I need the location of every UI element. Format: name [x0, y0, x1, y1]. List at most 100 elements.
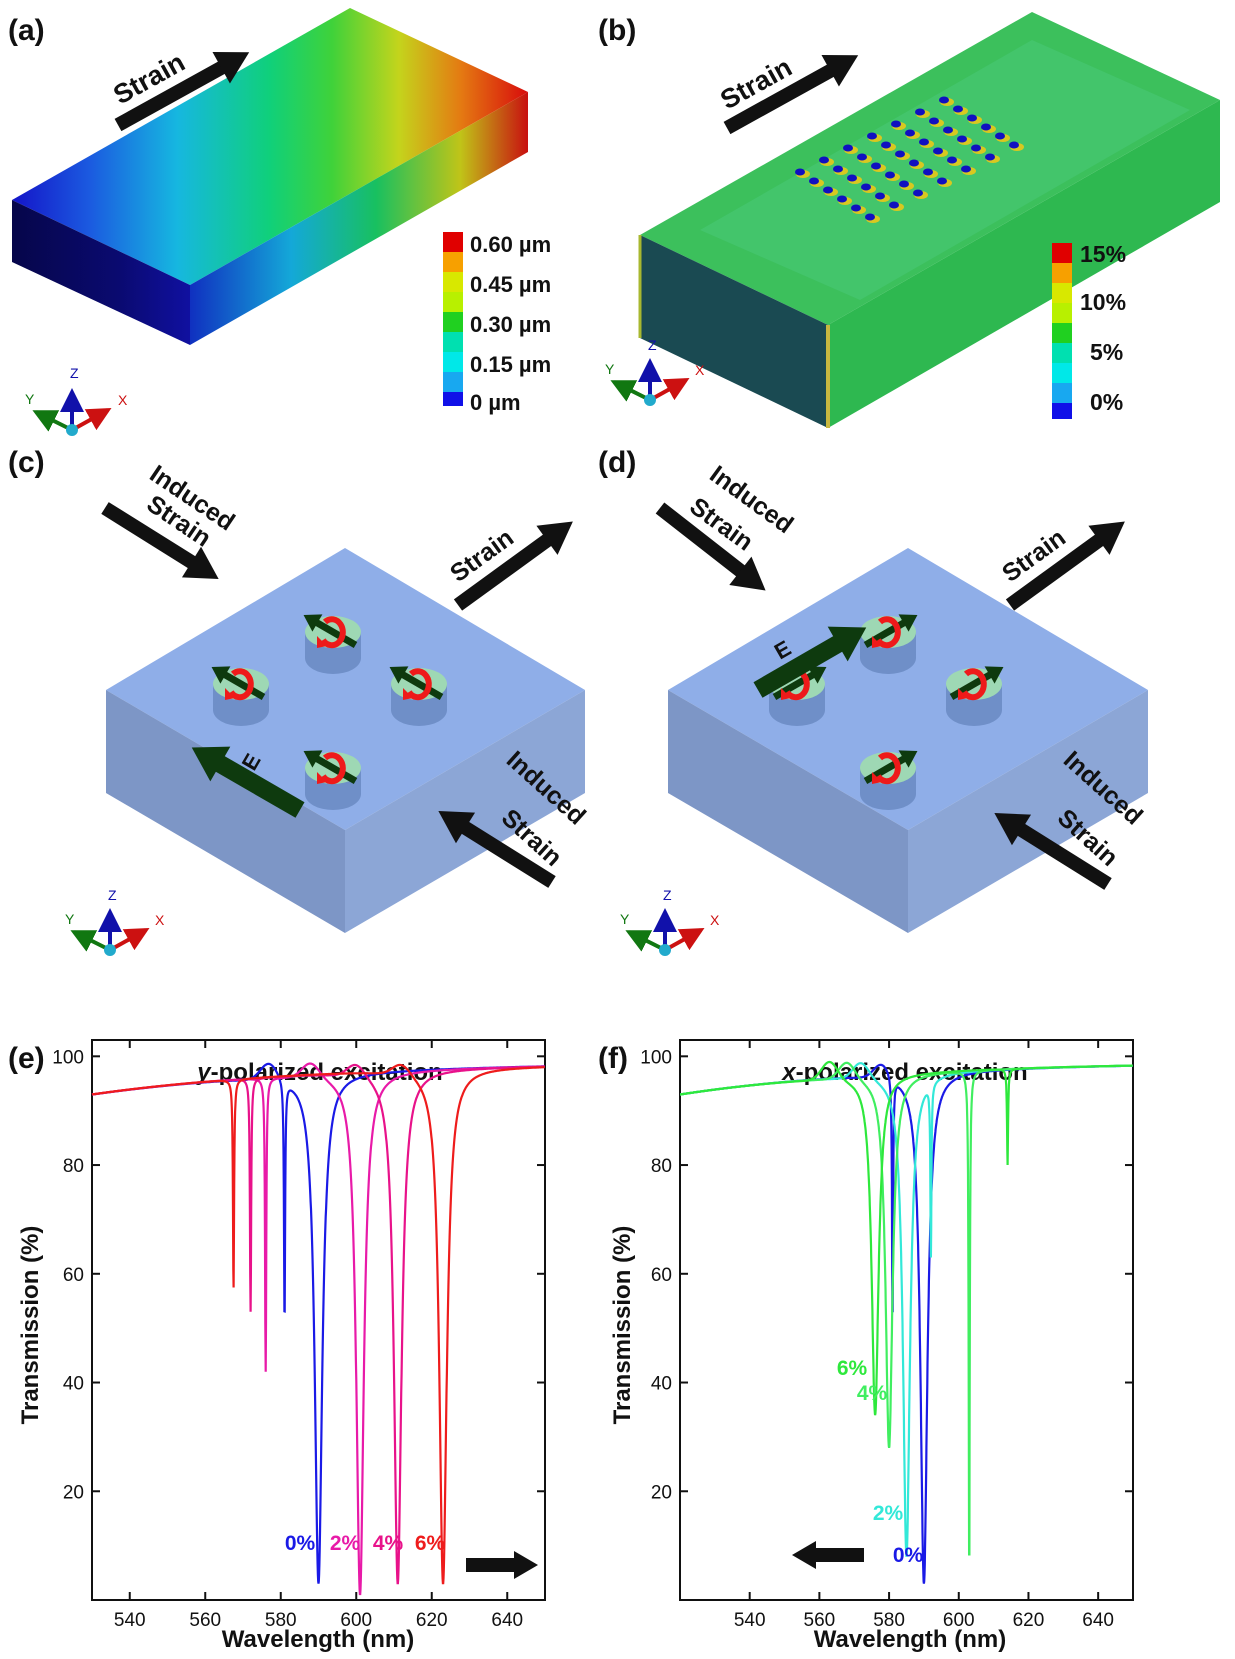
- rotation-icon: [228, 668, 254, 701]
- panel-a-legend-1: 0.45 µm: [470, 272, 551, 297]
- pillar: [923, 168, 933, 176]
- panel-a-axis-triad: [32, 388, 112, 436]
- dipole-arrow: [303, 750, 358, 785]
- rotation-icon: [320, 752, 346, 785]
- pillar: [857, 153, 867, 161]
- panel-c-right-face: [345, 690, 585, 933]
- panel-c: (c) E Induced Strain Strain Induced Stra: [8, 446, 591, 956]
- panel-d-axis-y: Y: [620, 911, 630, 927]
- pillar: [953, 105, 963, 113]
- pillar: [885, 171, 895, 179]
- panel-d-induced-arrow-bottom: [994, 812, 1112, 890]
- panel-d-induced-arrow-top: [655, 502, 766, 591]
- panel-b-legend-0: 15%: [1080, 241, 1126, 267]
- panel-d-pillars: [769, 614, 1004, 810]
- panel-b-axis-triad: [610, 358, 690, 406]
- chart-f-title-rest: -polarized excitation: [796, 1059, 1028, 1086]
- pillar: [891, 120, 901, 128]
- chart-e-ylabel: Transmission (%): [17, 1226, 44, 1425]
- pillar: [971, 144, 981, 152]
- pillar: [889, 201, 899, 209]
- dipole-arrow: [303, 614, 358, 649]
- panel-d-strain-arrow: [1005, 521, 1125, 611]
- shift-arrow-left: [792, 1541, 864, 1569]
- panel-a-colorbar: [443, 232, 463, 406]
- nanopillar: [389, 666, 447, 726]
- chart-f-xlabel: Wavelength (nm): [814, 1626, 1006, 1653]
- pillar: [881, 141, 891, 149]
- pillar: [867, 132, 877, 140]
- series-line: [91, 1063, 545, 1585]
- pillar: [913, 189, 923, 197]
- x-tick-label: 600: [340, 1610, 372, 1631]
- chart-f-panel-label: (f): [598, 1042, 628, 1075]
- chart-e: (e) y-polarized excitation Wavelength (n…: [8, 1039, 546, 1653]
- panel-c-strain-label: Strain: [445, 524, 519, 588]
- nanopillar: [860, 614, 918, 674]
- chart-f-title-italic: x: [780, 1059, 797, 1086]
- pillar: [981, 123, 991, 131]
- panel-c-axis-z: Z: [108, 887, 117, 903]
- nanopillar: [303, 750, 361, 810]
- pillar: [909, 159, 919, 167]
- pillar: [871, 162, 881, 170]
- shift-arrow-right: [466, 1551, 538, 1579]
- pillar: [967, 114, 977, 122]
- panel-d-left-face: [668, 690, 908, 933]
- panel-a-top-face: [12, 8, 528, 285]
- panel-d: (d) E Induced Strain Strain Induced Stra…: [598, 446, 1148, 956]
- pillar: [809, 177, 819, 185]
- pillar: [861, 183, 871, 191]
- panel-c-label: (c): [8, 446, 45, 479]
- series-line: [91, 1062, 545, 1584]
- pillar: [985, 153, 995, 161]
- panel-b-axis-z: Z: [648, 337, 657, 353]
- nanopillar: [860, 750, 918, 810]
- pillar: [933, 147, 943, 155]
- nanopillar: [946, 666, 1004, 726]
- panel-a-axis-z: Z: [70, 365, 79, 381]
- panel-b-legend-1: 10%: [1080, 289, 1126, 315]
- pillar: [819, 156, 829, 164]
- panel-b-colorbar: [1052, 243, 1072, 419]
- pillar: [833, 165, 843, 173]
- series-line: [679, 1062, 1133, 1557]
- panel-a-axis-x: X: [118, 392, 128, 408]
- y-tick-label: 80: [651, 1156, 672, 1177]
- panel-d-right-face: [908, 690, 1148, 933]
- x-tick-label: 560: [804, 1610, 836, 1631]
- pillar: [947, 156, 957, 164]
- chart-e-panel-label: (e): [8, 1042, 45, 1075]
- panel-d-axis-triad: [625, 908, 705, 956]
- chart-e-title-italic: y: [196, 1059, 212, 1086]
- y-tick-label: 40: [63, 1374, 84, 1395]
- x-tick-label: 640: [1082, 1610, 1114, 1631]
- pillar: [837, 195, 847, 203]
- rotation-icon: [406, 668, 432, 701]
- panel-b-side-face: [828, 100, 1220, 428]
- y-tick-label: 100: [52, 1047, 84, 1068]
- panel-c-axis-triad: [70, 908, 150, 956]
- chart-f-ylabel: Transmission (%): [609, 1226, 636, 1425]
- series-label: 2%: [330, 1532, 361, 1555]
- series-line: [91, 1063, 545, 1585]
- y-tick-label: 60: [63, 1265, 84, 1286]
- pillar: [875, 192, 885, 200]
- panel-a-label: (a): [8, 14, 45, 47]
- panel-d-e-arrow: [753, 626, 867, 698]
- panel-a-axis-y: Y: [25, 391, 35, 407]
- pillar: [939, 96, 949, 104]
- pillar: [943, 126, 953, 134]
- panel-b-axis-x: X: [695, 362, 705, 378]
- pillar: [851, 204, 861, 212]
- panel-b-legend-2: 5%: [1090, 339, 1123, 365]
- x-tick-label: 540: [114, 1610, 146, 1631]
- y-tick-label: 40: [651, 1374, 672, 1395]
- pillar: [915, 108, 925, 116]
- nanopillar: [303, 614, 361, 674]
- panel-b-front-face: [640, 235, 828, 428]
- panel-b-strain-arrow: [723, 55, 859, 135]
- x-tick-label: 620: [416, 1610, 448, 1631]
- x-tick-label: 640: [491, 1610, 523, 1631]
- pillar: [905, 129, 915, 137]
